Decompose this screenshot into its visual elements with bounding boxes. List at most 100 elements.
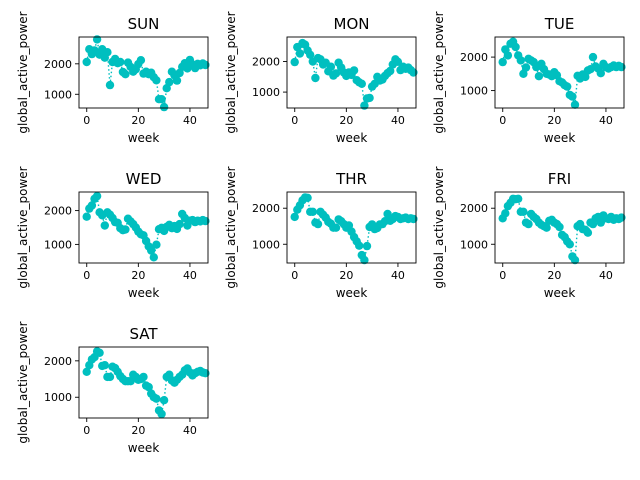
- data-point: [534, 72, 544, 81]
- data-point: [105, 80, 115, 90]
- x-tick-label: 0: [83, 424, 90, 437]
- data-point: [349, 66, 359, 75]
- data-point: [100, 221, 110, 230]
- y-tick-label: 2000: [460, 51, 488, 64]
- data-point: [409, 68, 418, 77]
- x-tick-label: 0: [499, 269, 506, 282]
- y-tick-label: 1000: [460, 85, 488, 98]
- data-point: [306, 50, 315, 59]
- data-point: [519, 69, 528, 79]
- data-point: [92, 191, 102, 201]
- x-tick-label: 0: [83, 269, 90, 282]
- data-point: [542, 223, 551, 232]
- data-point: [570, 100, 580, 109]
- data-point: [521, 63, 531, 72]
- data-point: [503, 51, 513, 60]
- subplot-tue: 0 20 40 1000 2000 TUE week global_active_power: [432, 11, 626, 145]
- y-tick-label: 1000: [44, 88, 72, 101]
- y-axis-label: global_active_power: [432, 166, 446, 288]
- y-tick-label: 1000: [44, 238, 72, 251]
- data-point: [563, 82, 572, 91]
- y-axis-label: global_active_power: [432, 11, 446, 133]
- data-point: [147, 246, 156, 255]
- subplot-title: MON: [334, 15, 370, 33]
- x-axis-label: week: [544, 286, 576, 300]
- subplot-sun: 0 20 40 1000 2000 SUN week global_active_power: [16, 11, 210, 145]
- data-point: [383, 209, 392, 219]
- subplot-title: FRI: [548, 170, 571, 188]
- data-point: [165, 77, 174, 87]
- data-point: [152, 240, 161, 249]
- x-tick-label: 40: [391, 269, 405, 282]
- data-point: [365, 93, 374, 103]
- x-tick-label: 20: [131, 424, 145, 437]
- subplot-title: THR: [335, 170, 367, 188]
- y-tick-label: 2000: [252, 202, 280, 215]
- y-tick-label: 1000: [44, 391, 72, 404]
- x-tick-label: 40: [391, 114, 405, 127]
- data-point: [82, 367, 91, 376]
- x-tick-label: 0: [291, 269, 298, 282]
- data-point: [326, 62, 336, 71]
- data-point: [568, 92, 577, 101]
- data-point: [157, 95, 166, 104]
- axes-frame: [78, 346, 209, 419]
- data-point: [570, 255, 580, 265]
- axes-frame: [494, 191, 625, 264]
- data-point: [290, 212, 299, 222]
- data-point: [201, 60, 210, 70]
- data-point: [565, 240, 574, 249]
- subplot-fri: 0 20 40 1000 2000 FRI week global_active_power: [432, 166, 626, 300]
- data-point: [201, 216, 210, 226]
- data-point: [159, 396, 169, 405]
- subplot-wed: 0 20 40 1000 2000 WED week global_active_power: [16, 166, 210, 300]
- y-axis-label: global_active_power: [224, 166, 238, 288]
- data-point: [362, 241, 372, 251]
- data-point: [555, 222, 564, 232]
- x-tick-label: 20: [131, 269, 145, 282]
- y-axis-label: global_active_power: [16, 166, 30, 288]
- data-point: [121, 225, 130, 234]
- x-tick-label: 20: [339, 269, 353, 282]
- y-tick-label: 2000: [44, 205, 72, 218]
- y-tick-label: 2000: [252, 55, 280, 68]
- y-axis-label: global_active_power: [224, 11, 238, 133]
- data-point: [516, 56, 525, 65]
- data-point: [139, 372, 148, 382]
- data-point: [290, 57, 299, 67]
- data-point: [581, 72, 590, 82]
- y-tick-label: 2000: [460, 202, 488, 215]
- data-point: [596, 69, 605, 78]
- x-tick-label: 40: [183, 114, 197, 127]
- x-tick-label: 40: [599, 114, 613, 127]
- subplot-mon: 0 20 40 1000 2000 MON week global_active_power: [224, 11, 418, 145]
- subplot-thr: 0 20 40 1000 2000 THR week global_active_power: [224, 166, 418, 300]
- data-point: [159, 102, 169, 112]
- x-tick-label: 40: [183, 424, 197, 437]
- data-point: [136, 56, 146, 65]
- subplot-title: SUN: [128, 15, 160, 33]
- data-point: [116, 57, 125, 67]
- y-tick-label: 1000: [252, 86, 280, 99]
- subplot-title: SAT: [129, 325, 158, 343]
- data-point: [144, 382, 153, 392]
- x-tick-label: 20: [547, 269, 561, 282]
- y-tick-label: 1000: [252, 238, 280, 251]
- data-point: [617, 213, 626, 222]
- data-point: [201, 369, 210, 378]
- y-tick-label: 2000: [44, 355, 72, 368]
- data-point: [409, 214, 418, 224]
- data-point: [498, 57, 507, 67]
- data-point: [103, 48, 112, 57]
- data-point: [501, 209, 510, 218]
- data-point: [92, 35, 102, 44]
- axes-frame: [494, 36, 625, 109]
- x-tick-label: 0: [291, 114, 298, 127]
- x-tick-label: 20: [339, 114, 353, 127]
- data-point: [617, 62, 626, 72]
- data-point: [157, 409, 166, 419]
- data-point: [588, 52, 598, 62]
- y-axis-label: global_active_power: [16, 321, 30, 443]
- data-point: [152, 76, 161, 85]
